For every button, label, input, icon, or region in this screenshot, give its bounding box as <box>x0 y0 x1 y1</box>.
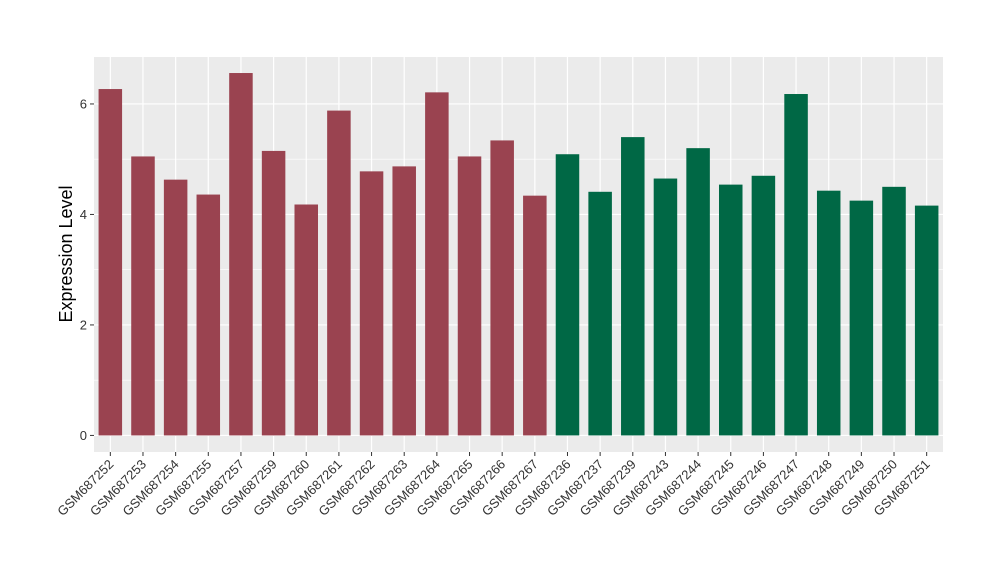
bar <box>784 94 808 436</box>
bar <box>751 175 776 436</box>
bar <box>914 205 939 436</box>
bars <box>98 73 939 436</box>
bar <box>294 204 319 436</box>
bar <box>327 110 351 436</box>
bar <box>163 179 188 436</box>
bar <box>523 195 547 436</box>
y-axis-title: Expression Level <box>56 185 76 322</box>
bar <box>686 148 710 436</box>
y-tick-label: 6 <box>80 96 87 111</box>
bar <box>490 140 514 436</box>
bar <box>229 73 253 436</box>
y-axis-ticks: 0 2 4 6 <box>80 96 94 443</box>
y-tick-label: 2 <box>80 317 87 332</box>
bar <box>261 150 286 436</box>
bar <box>98 89 123 436</box>
x-axis-ticks: GSM687252GSM687253GSM687254GSM687255GSM6… <box>54 452 933 519</box>
y-tick-label: 0 <box>80 428 87 443</box>
bar <box>196 194 221 436</box>
bar <box>392 166 416 436</box>
bar <box>588 191 612 436</box>
bar <box>849 200 874 436</box>
bar <box>653 178 678 436</box>
bar <box>621 137 645 436</box>
bar <box>457 156 482 436</box>
bar <box>816 190 841 436</box>
bar <box>718 184 743 436</box>
plot-panel <box>94 57 943 452</box>
y-tick-label: 4 <box>80 207 87 222</box>
bar <box>555 154 580 436</box>
bar <box>425 92 449 436</box>
bar <box>131 156 155 436</box>
bar <box>359 171 384 436</box>
bar <box>882 186 906 436</box>
